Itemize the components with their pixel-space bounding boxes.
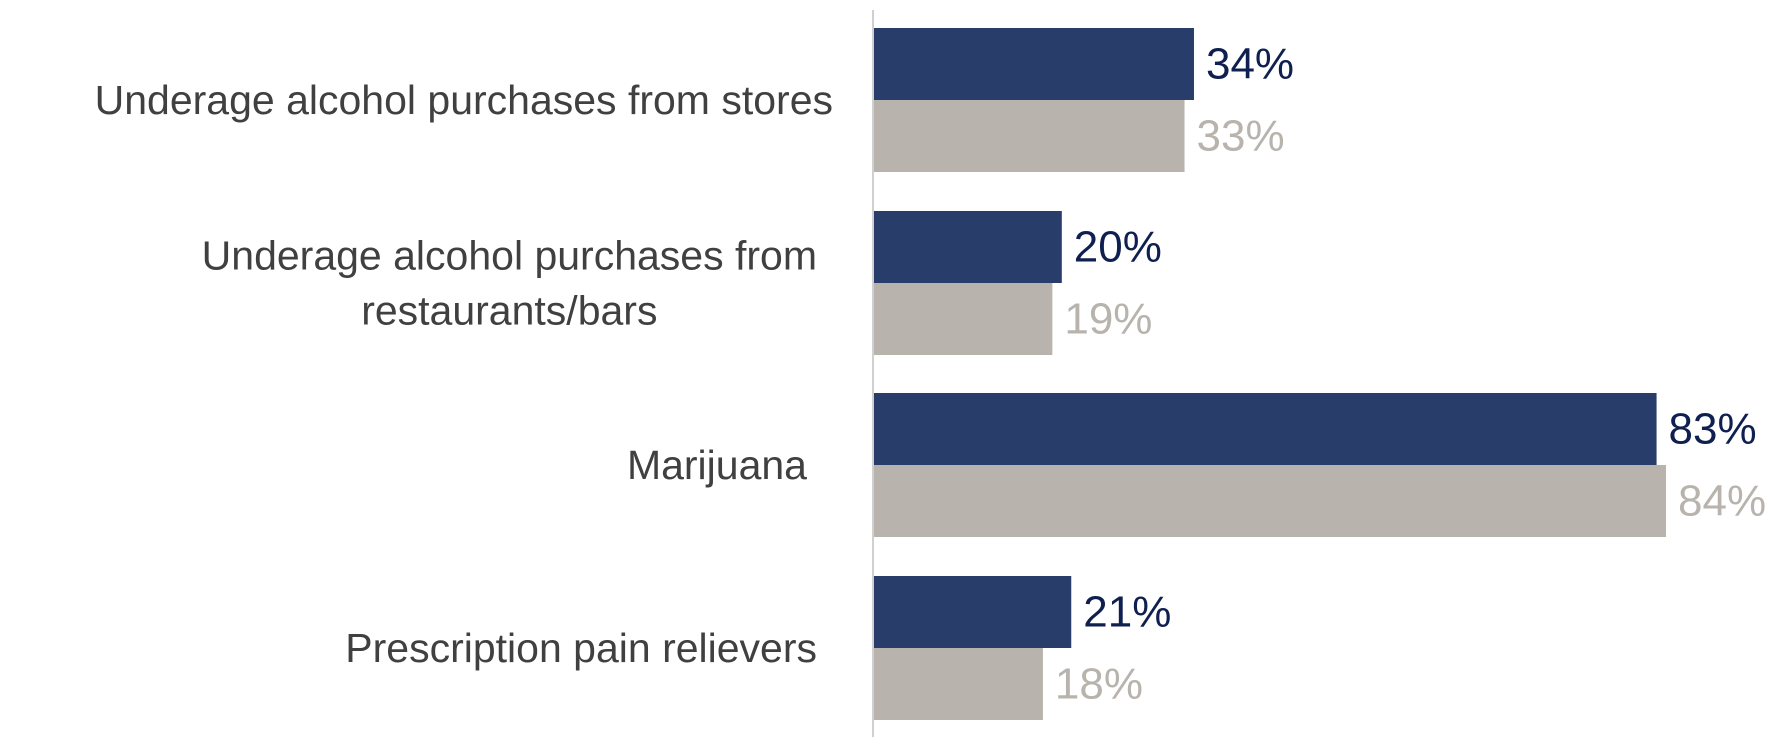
bar-series-1-category-1 — [873, 28, 1194, 100]
value-labels-group: 34% 33% 20% 19% 83% 84% 21% 18% — [1055, 40, 1766, 709]
bar-series-2-category-3 — [873, 465, 1666, 537]
category-label-line: Underage alcohol purchases from — [202, 233, 817, 279]
bar-series-1-category-4 — [873, 576, 1072, 648]
value-label-series-2-category-3: 84% — [1678, 477, 1766, 526]
category-label-1: Underage alcohol purchases from stores — [95, 77, 833, 123]
category-label-4: Prescription pain relievers — [345, 625, 817, 671]
category-label-line: Marijuana — [627, 442, 807, 488]
category-label-line: Prescription pain relievers — [345, 625, 817, 671]
value-label-series-1-category-4: 21% — [1083, 588, 1171, 637]
value-label-series-2-category-4: 18% — [1055, 660, 1143, 709]
bar-series-1-category-3 — [873, 393, 1657, 465]
value-label-series-1-category-1: 34% — [1206, 40, 1294, 89]
bar-series-2-category-1 — [873, 100, 1185, 172]
category-label-3: Marijuana — [627, 442, 807, 488]
value-label-series-1-category-2: 20% — [1074, 223, 1162, 272]
category-label-line: Underage alcohol purchases from stores — [95, 77, 833, 123]
category-label-2: Underage alcohol purchases from restauran… — [202, 233, 817, 334]
bar-series-2-category-2 — [873, 283, 1053, 355]
bars-group — [873, 28, 1666, 720]
value-label-series-2-category-1: 33% — [1197, 112, 1285, 161]
bar-series-2-category-4 — [873, 648, 1043, 720]
bar-series-1-category-2 — [873, 211, 1062, 283]
category-labels-group: Underage alcohol purchases from stores Un… — [95, 77, 833, 671]
value-label-series-1-category-3: 83% — [1669, 405, 1757, 454]
value-label-series-2-category-2: 19% — [1064, 295, 1152, 344]
category-label-line: restaurants/bars — [361, 288, 657, 334]
